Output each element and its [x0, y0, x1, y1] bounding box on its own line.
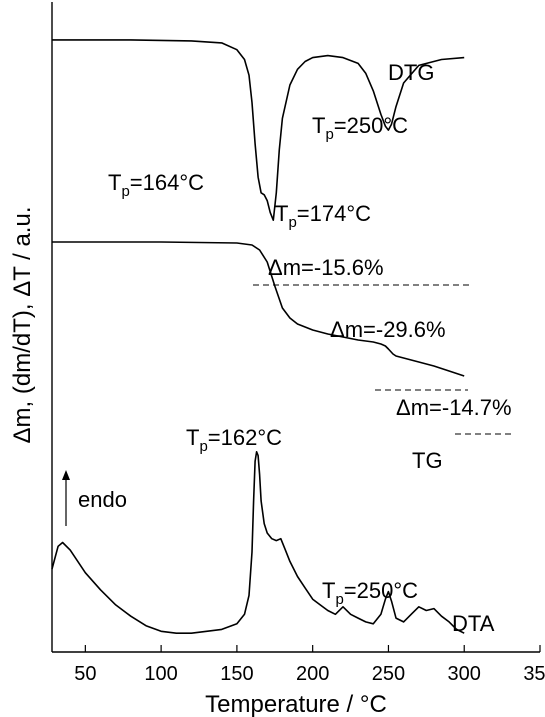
- tp-dta-162-annotation: Tp=162°C: [186, 425, 282, 455]
- x-tick-label: 350: [523, 663, 545, 685]
- tp-dta-250-annotation: Tp=250°C: [322, 578, 418, 608]
- x-tick-label: 300: [448, 663, 481, 685]
- dm-step2-annotation: Δm=-14.7%: [396, 395, 512, 420]
- series-curves: [51, 39, 465, 634]
- x-tick-label: 150: [220, 663, 253, 685]
- x-tick-label: 50: [74, 663, 96, 685]
- tg-label: TG: [412, 448, 443, 473]
- tg-step-reference-lines: [253, 284, 512, 435]
- dtg-curve: [52, 39, 465, 221]
- dtg-label: DTG: [388, 60, 434, 85]
- tp-dtg-174-annotation: Tp=174°C: [275, 201, 371, 231]
- dta-curve: [51, 451, 465, 634]
- y-axis-title: Δm, (dm/dT), ΔT / a.u.: [9, 207, 36, 444]
- tp-dtg-250-annotation: Tp=250°C: [312, 113, 408, 143]
- dta-label: DTA: [452, 611, 495, 636]
- x-tick-label: 200: [296, 663, 329, 685]
- tp-dtg-164-annotation: Tp=164°C: [108, 170, 204, 200]
- x-tick-label: 250: [372, 663, 405, 685]
- tg-curve: [52, 241, 465, 377]
- x-tick-label: 100: [144, 663, 177, 685]
- x-ticks: 50 100 150 200 250 300 350: [74, 645, 545, 685]
- dm-total-annotation: Δm=-15.6%: [268, 255, 384, 280]
- dm-step1-annotation: Δm=-29.6%: [330, 317, 446, 342]
- endo-arrow: [62, 470, 70, 526]
- endo-label: endo: [78, 487, 127, 512]
- x-axis-title: Temperature / °C: [205, 691, 387, 717]
